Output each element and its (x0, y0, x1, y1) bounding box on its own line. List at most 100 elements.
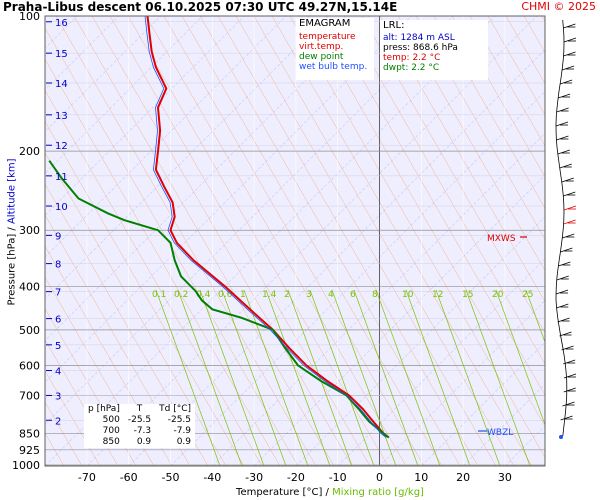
mixing-ratio-line (435, 289, 501, 466)
wind-barb (562, 233, 575, 239)
table-cell: -7.9 (173, 426, 192, 436)
altitude-tick-label: 2 (55, 416, 61, 427)
y-axis-label-altitude: Altitude [km] (6, 158, 18, 225)
mixing-ratio-line (199, 289, 265, 466)
wind-barb (563, 51, 576, 57)
mixing-ratio-label: 3 (306, 290, 312, 300)
pressure-tick-label: 500 (19, 324, 40, 337)
pressure-tick-label: 100 (19, 10, 40, 23)
dry-adiabat-line (379, 16, 545, 303)
mixing-ratio-line (265, 289, 331, 466)
dry-adiabat-line (45, 308, 137, 466)
lrl-alt: alt: 1284 m ASL (383, 33, 455, 43)
altitude-tick-label: 16 (55, 18, 68, 29)
table-cell: 0.9 (176, 437, 192, 447)
mixing-ratio-line (405, 289, 471, 466)
mixing-ratio-label: 20 (492, 290, 504, 300)
table-cell: -7.3 (133, 426, 152, 436)
isotherm-line (295, 216, 545, 466)
dry-adiabat-line (91, 16, 353, 466)
table-cell: 0.9 (136, 437, 152, 447)
wet-bulb-line (144, 16, 387, 438)
dry-adiabat-line (487, 16, 545, 116)
mixing-ratio-line (525, 289, 545, 344)
wind-barb (556, 303, 569, 309)
y-axis-label: Pressure [hPa] / Altitude [km] (7, 158, 18, 305)
altitude-tick-label: 4 (55, 367, 61, 378)
mixing-ratio-label: 6 (350, 290, 356, 300)
temperature-tick-label: 10 (414, 471, 428, 484)
isotherm-line (547, 16, 600, 466)
dry-adiabat-line (307, 16, 545, 427)
temperature-tick-label: 20 (456, 471, 470, 484)
mixing-ratio-label: 12 (432, 290, 443, 300)
temperature-line (146, 16, 390, 439)
wind-barb (561, 177, 574, 183)
table-row: 700 -7.3 -7.9 (84, 426, 195, 437)
temperature-tick-label: -10 (329, 471, 347, 484)
mixing-ratio-label: 0.1 (152, 290, 166, 300)
dry-adiabat-line (199, 16, 461, 466)
dry-adiabat-line (45, 152, 227, 466)
wind-barb (563, 387, 576, 393)
table-cell: 700 (102, 426, 120, 436)
altitude-tick-label: 12 (55, 141, 68, 152)
isotherm-line (45, 16, 496, 466)
temperature-tick-label: -40 (203, 471, 221, 484)
table-row: 500 -25.5 -25.5 (84, 415, 195, 426)
temperature-tick-label: -30 (245, 471, 263, 484)
dry-adiabat-line (433, 16, 545, 209)
table-cell: -25.5 (167, 415, 192, 425)
lrl-press: press: 868.6 hPa (383, 43, 458, 53)
dry-adiabat-line (145, 16, 407, 466)
wind-barb (563, 23, 576, 29)
mixing-ratio-line (309, 289, 375, 466)
dry-adiabat-line (109, 16, 371, 466)
wind-barb (557, 317, 570, 323)
wind-barb (557, 93, 571, 99)
lrl-temp: temp: 2.2 °C (383, 53, 441, 63)
table-cell: 850 (102, 437, 120, 447)
wind-barb (561, 345, 574, 351)
dry-adiabat-line (45, 183, 209, 466)
wind-barb (555, 289, 569, 295)
wind-barb (563, 37, 577, 43)
plot-frame (44, 15, 546, 467)
wind-barb (558, 261, 571, 267)
lrl-dwpt: dwpt: 2.2 °C (383, 63, 440, 73)
mixing-ratio-label: 15 (462, 290, 473, 300)
mxws-label: MXWS (487, 234, 516, 244)
pressure-tick-label: 600 (19, 359, 40, 372)
lrl-info: LRL: alt: 1284 m ASL press: 868.6 hPa te… (380, 20, 488, 80)
altitude-tick-label: 11 (55, 172, 68, 183)
mixing-ratio-line (243, 289, 309, 466)
isotherm-line (170, 91, 545, 466)
wind-surface-point (559, 435, 563, 439)
altitude-tick-label: 13 (55, 111, 68, 122)
mixing-ratio-line (353, 289, 419, 466)
wind-barb (555, 121, 569, 127)
dry-adiabat-line (451, 16, 545, 178)
isotherm-line (45, 16, 161, 133)
dry-adiabat-line (127, 16, 389, 466)
isotherm-line (45, 16, 329, 300)
mixing-ratio-line (495, 289, 545, 426)
pressure-tick-label: 200 (19, 145, 40, 158)
isotherm-line (128, 49, 545, 466)
wind-barb (563, 373, 577, 379)
isotherm-line (45, 16, 370, 342)
mixing-ratio-line (465, 289, 531, 466)
temperature-tick-label: 0 (376, 471, 383, 484)
dry-adiabat-line (45, 339, 119, 466)
wind-barb (556, 275, 569, 281)
isotherm-line (212, 132, 545, 466)
isotherm-line (86, 16, 538, 466)
isotherm-line (45, 16, 203, 174)
isotherm-line (589, 16, 600, 466)
dry-adiabat-line (235, 16, 497, 466)
table-row: 850 0.9 0.9 (84, 437, 195, 448)
altitude-tick-label: 5 (55, 341, 61, 352)
altitude-tick-label: 7 (55, 288, 61, 299)
isotherm-line (45, 16, 412, 383)
legend: EMAGRAM temperature virt.temp. dew point… (296, 18, 374, 80)
